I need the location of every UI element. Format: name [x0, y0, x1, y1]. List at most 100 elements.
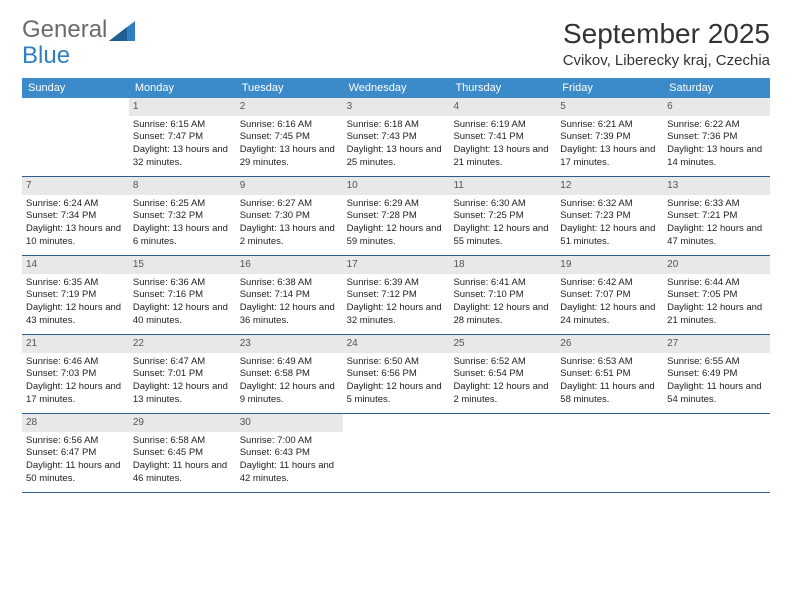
day-info-line: Sunrise: 6:55 AM — [667, 356, 766, 369]
day-cell: 7Sunrise: 6:24 AMSunset: 7:34 PMDaylight… — [22, 177, 129, 255]
day-info-line: Sunrise: 6:29 AM — [347, 198, 446, 211]
logo-triangle-icon — [109, 21, 135, 41]
day-info-line: Sunset: 7:12 PM — [347, 289, 446, 302]
day-info-line: Daylight: 12 hours and 59 minutes. — [347, 223, 446, 249]
day-info-line: Daylight: 12 hours and 32 minutes. — [347, 302, 446, 328]
weekday-header-row: Sunday Monday Tuesday Wednesday Thursday… — [22, 78, 770, 98]
logo: General Blue — [22, 18, 135, 70]
title-block: September 2025 Cvikov, Liberecky kraj, C… — [563, 18, 770, 69]
day-cell: 14Sunrise: 6:35 AMSunset: 7:19 PMDayligh… — [22, 256, 129, 334]
day-info-line: Sunset: 7:43 PM — [347, 131, 446, 144]
day-info-line: Sunset: 7:01 PM — [133, 368, 232, 381]
day-info-line: Daylight: 12 hours and 21 minutes. — [667, 302, 766, 328]
day-info-line: Daylight: 13 hours and 17 minutes. — [560, 144, 659, 170]
day-cell: 15Sunrise: 6:36 AMSunset: 7:16 PMDayligh… — [129, 256, 236, 334]
day-info-line: Sunset: 6:58 PM — [240, 368, 339, 381]
day-info-line: Daylight: 11 hours and 46 minutes. — [133, 460, 232, 486]
day-info-line: Sunrise: 6:56 AM — [26, 435, 125, 448]
day-info-line: Daylight: 13 hours and 2 minutes. — [240, 223, 339, 249]
day-number: 19 — [556, 256, 663, 274]
day-cell: 11Sunrise: 6:30 AMSunset: 7:25 PMDayligh… — [449, 177, 556, 255]
day-info-line: Sunrise: 6:46 AM — [26, 356, 125, 369]
weekday-header: Saturday — [663, 78, 770, 98]
day-info-line: Sunrise: 7:00 AM — [240, 435, 339, 448]
day-number: 24 — [343, 335, 450, 353]
day-cell: 13Sunrise: 6:33 AMSunset: 7:21 PMDayligh… — [663, 177, 770, 255]
day-cell: 17Sunrise: 6:39 AMSunset: 7:12 PMDayligh… — [343, 256, 450, 334]
day-number: 8 — [129, 177, 236, 195]
day-number: 22 — [129, 335, 236, 353]
day-number: 9 — [236, 177, 343, 195]
day-info-line: Daylight: 13 hours and 29 minutes. — [240, 144, 339, 170]
day-info-line: Sunrise: 6:33 AM — [667, 198, 766, 211]
day-number: 21 — [22, 335, 129, 353]
day-cell: 10Sunrise: 6:29 AMSunset: 7:28 PMDayligh… — [343, 177, 450, 255]
day-info-line: Sunset: 6:47 PM — [26, 447, 125, 460]
day-cell: 21 Sunrise: 6:46 AMSunset: 7:03 PMDayligh… — [22, 335, 129, 413]
day-number: 1 — [129, 98, 236, 116]
day-info-line: Sunrise: 6:15 AM — [133, 119, 232, 132]
day-info-line: Daylight: 12 hours and 17 minutes. — [26, 381, 125, 407]
day-info-line: Daylight: 11 hours and 54 minutes. — [667, 381, 766, 407]
day-info-line: Daylight: 12 hours and 28 minutes. — [453, 302, 552, 328]
logo-text: General Blue — [22, 18, 107, 70]
day-number: 23 — [236, 335, 343, 353]
day-info-line: Sunset: 7:16 PM — [133, 289, 232, 302]
day-number: 12 — [556, 177, 663, 195]
day-info-line: Sunset: 6:56 PM — [347, 368, 446, 381]
weekday-header: Sunday — [22, 78, 129, 98]
day-info-line: Sunrise: 6:16 AM — [240, 119, 339, 132]
day-info-line: Sunset: 7:23 PM — [560, 210, 659, 223]
day-cell: 4Sunrise: 6:19 AMSunset: 7:41 PMDaylight… — [449, 98, 556, 176]
day-info-line: Sunset: 7:14 PM — [240, 289, 339, 302]
day-number: 17 — [343, 256, 450, 274]
day-info-line: Daylight: 11 hours and 58 minutes. — [560, 381, 659, 407]
week-row: 14Sunrise: 6:35 AMSunset: 7:19 PMDayligh… — [22, 256, 770, 335]
day-cell: 2Sunrise: 6:16 AMSunset: 7:45 PMDaylight… — [236, 98, 343, 176]
day-info-line: Sunrise: 6:42 AM — [560, 277, 659, 290]
day-cell: . — [663, 414, 770, 492]
day-info-line: Sunrise: 6:32 AM — [560, 198, 659, 211]
day-info-line: Sunrise: 6:24 AM — [26, 198, 125, 211]
weekday-header: Thursday — [449, 78, 556, 98]
day-info-line: Sunset: 7:05 PM — [667, 289, 766, 302]
day-info-line: Sunset: 6:51 PM — [560, 368, 659, 381]
day-info-line: Sunrise: 6:47 AM — [133, 356, 232, 369]
day-info-line: Daylight: 13 hours and 6 minutes. — [133, 223, 232, 249]
day-info-line: Sunset: 7:03 PM — [26, 368, 125, 381]
day-number: 11 — [449, 177, 556, 195]
day-cell: 28Sunrise: 6:56 AMSunset: 6:47 PMDayligh… — [22, 414, 129, 492]
day-info-line: Sunset: 7:19 PM — [26, 289, 125, 302]
day-info-line: Sunrise: 6:19 AM — [453, 119, 552, 132]
calendar-grid: Sunday Monday Tuesday Wednesday Thursday… — [22, 78, 770, 493]
day-number: 14 — [22, 256, 129, 274]
day-info-line: Sunrise: 6:44 AM — [667, 277, 766, 290]
day-cell: 12Sunrise: 6:32 AMSunset: 7:23 PMDayligh… — [556, 177, 663, 255]
day-cell: 18Sunrise: 6:41 AMSunset: 7:10 PMDayligh… — [449, 256, 556, 334]
day-cell: 25Sunrise: 6:52 AMSunset: 6:54 PMDayligh… — [449, 335, 556, 413]
day-info-line: Sunrise: 6:22 AM — [667, 119, 766, 132]
day-info-line: Sunset: 7:30 PM — [240, 210, 339, 223]
week-row: 7Sunrise: 6:24 AMSunset: 7:34 PMDaylight… — [22, 177, 770, 256]
day-info-line: Daylight: 11 hours and 42 minutes. — [240, 460, 339, 486]
day-info-line: Sunrise: 6:53 AM — [560, 356, 659, 369]
day-cell: 24Sunrise: 6:50 AMSunset: 6:56 PMDayligh… — [343, 335, 450, 413]
day-cell: 26 Sunrise: 6:53 AMSunset: 6:51 PMDayligh… — [556, 335, 663, 413]
day-info-line: Daylight: 12 hours and 55 minutes. — [453, 223, 552, 249]
weeks-container: .1Sunrise: 6:15 AMSunset: 7:47 PMDayligh… — [22, 98, 770, 493]
day-info-line: Sunset: 7:07 PM — [560, 289, 659, 302]
day-cell: 19Sunrise: 6:42 AMSunset: 7:07 PMDayligh… — [556, 256, 663, 334]
month-title: September 2025 — [563, 18, 770, 50]
day-number: 2 — [236, 98, 343, 116]
day-number: 26 — [556, 335, 663, 353]
header: General Blue September 2025 Cvikov, Libe… — [22, 18, 770, 70]
day-cell: 20Sunrise: 6:44 AMSunset: 7:05 PMDayligh… — [663, 256, 770, 334]
day-cell: 3Sunrise: 6:18 AMSunset: 7:43 PMDaylight… — [343, 98, 450, 176]
day-info-line: Sunrise: 6:18 AM — [347, 119, 446, 132]
day-info-line: Sunset: 6:54 PM — [453, 368, 552, 381]
day-number: 5 — [556, 98, 663, 116]
day-number: 28 — [22, 414, 129, 432]
day-number: 18 — [449, 256, 556, 274]
day-info-line: Sunrise: 6:52 AM — [453, 356, 552, 369]
day-cell: 6Sunrise: 6:22 AMSunset: 7:36 PMDaylight… — [663, 98, 770, 176]
